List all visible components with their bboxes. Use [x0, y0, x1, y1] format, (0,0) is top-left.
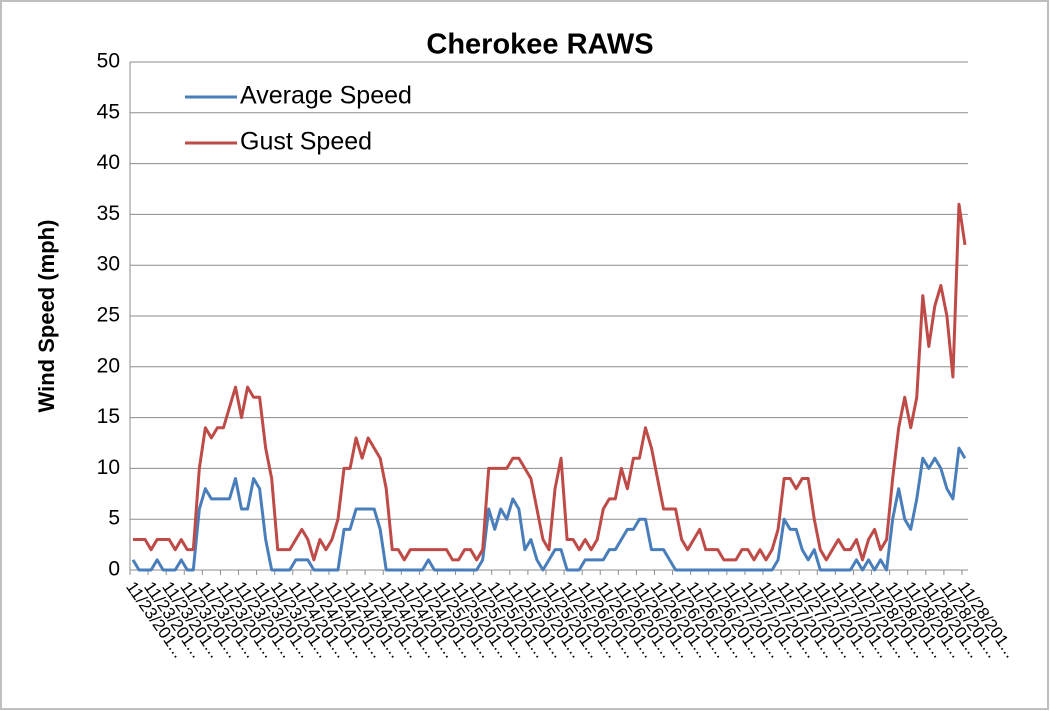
series-line: [131, 446, 967, 572]
series-line: [133, 202, 967, 562]
y-axis-label: Wind Speed (mph): [34, 220, 59, 413]
y-tick-label: 30: [97, 253, 120, 276]
legend-label: Gust Speed: [240, 128, 372, 156]
y-tick-label: 0: [108, 558, 120, 581]
legend-label: Average Speed: [240, 82, 412, 110]
y-tick-label: 20: [97, 354, 120, 377]
y-tick-label: 50: [97, 50, 120, 73]
y-tick-label: 10: [97, 456, 120, 479]
y-tick-label: 25: [97, 304, 120, 327]
chart-title: Cherokee RAWS: [426, 29, 653, 61]
y-tick-label: 15: [97, 405, 120, 428]
y-tick-label: 5: [108, 507, 120, 530]
y-tick-label: 35: [97, 202, 120, 225]
y-tick-label: 40: [97, 151, 120, 174]
y-tick-label: 45: [97, 100, 120, 123]
